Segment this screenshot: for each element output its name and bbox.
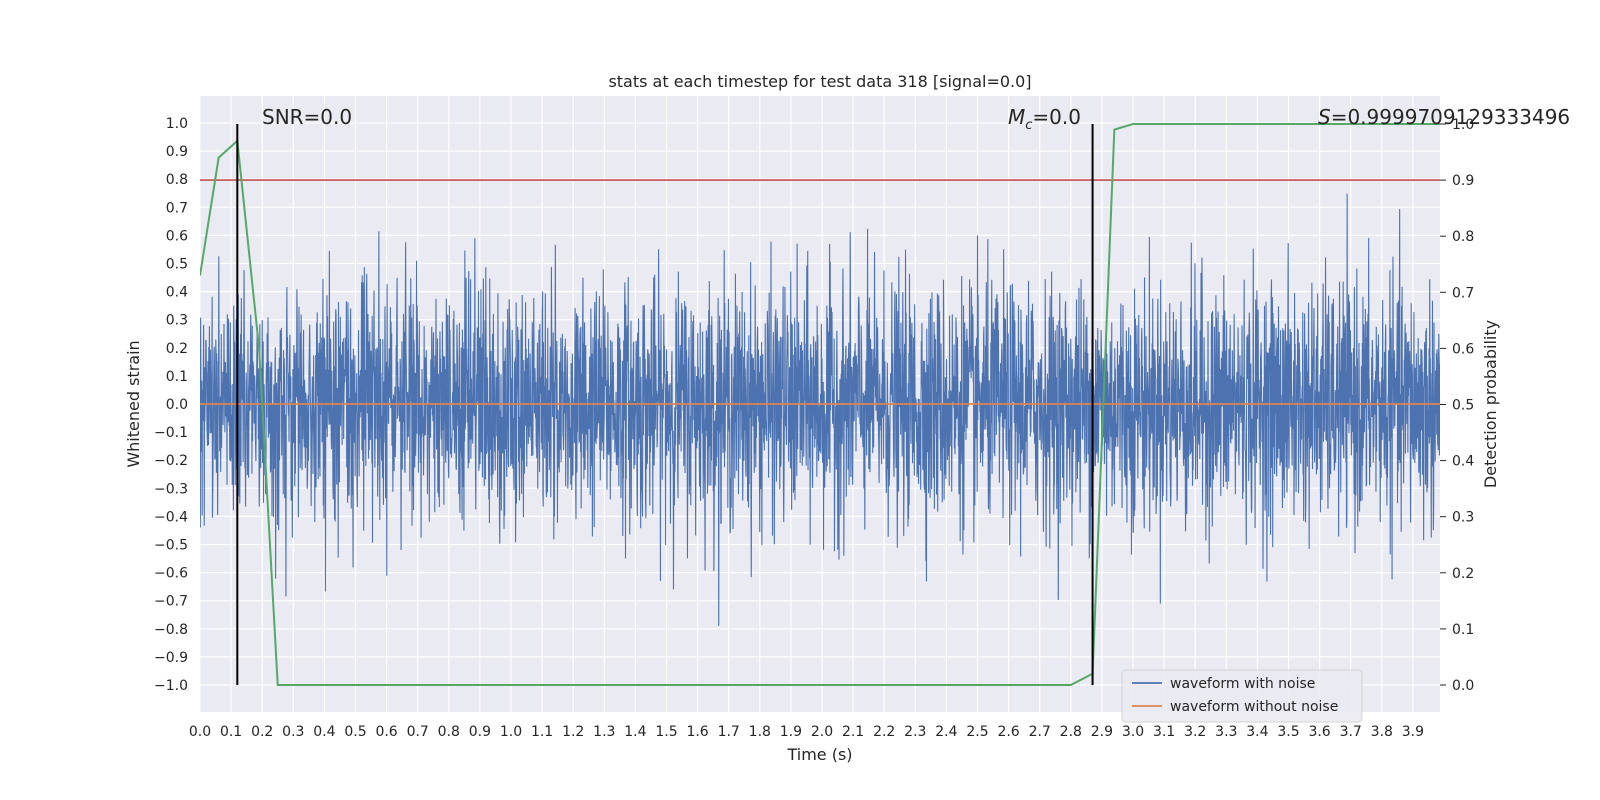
y2-tick-label: 0.2 <box>1452 566 1474 582</box>
s-symbol: S <box>1318 105 1331 129</box>
y-tick-label: −0.6 <box>154 566 188 582</box>
detection-probability-line <box>200 123 1440 686</box>
y-tick-label: −0.9 <box>154 650 188 666</box>
plot-area <box>200 123 1440 686</box>
s-annotation: S=0.9999709129333496 <box>1318 105 1570 129</box>
x-tick-label: 1.5 <box>655 724 677 740</box>
mc-value: =0.0 <box>1032 105 1081 129</box>
y-tick-label: −0.2 <box>154 453 188 469</box>
x-tick-label: 2.8 <box>1060 724 1082 740</box>
x-tick-label: 0.2 <box>251 724 273 740</box>
y2-tick-label: 0.4 <box>1452 454 1474 470</box>
y-tick-label: 0.5 <box>166 257 188 273</box>
x-tick-label: 2.1 <box>842 724 864 740</box>
legend: waveform with noise waveform without noi… <box>1121 669 1363 723</box>
y-tick-label: −0.7 <box>154 594 188 610</box>
y-tick-label: −0.4 <box>154 509 188 525</box>
y2-tick-label: 0.0 <box>1452 678 1474 694</box>
y-tick-label: −0.5 <box>154 538 188 554</box>
x-tick-label: 0.9 <box>469 724 491 740</box>
legend-label-without-noise: waveform without noise <box>1170 699 1338 715</box>
x-tick-label: 3.4 <box>1246 724 1268 740</box>
x-axis-label: Time (s) <box>786 745 852 764</box>
y-tick-label: 0.2 <box>166 341 188 357</box>
y2-tick-label: 0.3 <box>1452 510 1474 526</box>
y-tick-labels: 1.0 0.9 0.8 0.7 0.6 0.5 0.4 0.3 0.2 0.1 0.0 −0.1 −0.… <box>154 116 188 694</box>
x-tick-label: 3.1 <box>1153 724 1175 740</box>
y2-tick-labels: 1.0 0.9 0.8 0.7 0.6 0.5 0.4 0.3 0.2 0.1 0.0 <box>1440 117 1474 694</box>
y-tick-label: 0.7 <box>166 200 188 216</box>
x-tick-label: 1.3 <box>593 724 615 740</box>
y2-tick-label: 0.1 <box>1452 622 1474 638</box>
x-tick-label: 1.9 <box>780 724 802 740</box>
x-tick-label: 2.5 <box>966 724 988 740</box>
mc-annotation: Mc=0.0 <box>1008 105 1081 133</box>
x-tick-label: 2.9 <box>1091 724 1113 740</box>
s-value: =0.9999709129333496 <box>1331 105 1570 129</box>
x-tick-label: 1.6 <box>686 724 708 740</box>
x-tick-label: 3.6 <box>1308 724 1330 740</box>
x-tick-label: 1.4 <box>624 724 646 740</box>
x-tick-label: 0.0 <box>189 724 211 740</box>
y-tick-label: 1.0 <box>166 116 188 132</box>
y2-tick-label: 1.0 <box>1452 117 1474 133</box>
y-tick-label: −0.1 <box>154 425 188 441</box>
y-tick-label: −0.8 <box>154 622 188 638</box>
x-tick-label: 0.5 <box>344 724 366 740</box>
x-tick-label: 1.8 <box>749 724 771 740</box>
x-tick-label: 2.2 <box>873 724 895 740</box>
y-tick-label: 0.4 <box>166 285 188 301</box>
y-tick-label: −0.3 <box>154 481 188 497</box>
x-tick-label: 1.7 <box>718 724 740 740</box>
x-tick-label: 0.4 <box>313 724 335 740</box>
x-tick-labels: 0.0 0.1 0.2 0.3 0.4 0.5 0.6 0.7 0.8 0.9 1.0 1.1 1.2 1… <box>189 724 1424 740</box>
x-tick-label: 1.1 <box>531 724 553 740</box>
x-tick-label: 2.4 <box>935 724 957 740</box>
x-tick-label: 3.3 <box>1215 724 1237 740</box>
y-tick-label: 0.6 <box>166 228 188 244</box>
y-tick-label: 0.8 <box>166 172 188 188</box>
x-tick-label: 3.0 <box>1122 724 1144 740</box>
mc-subscript: c <box>1025 118 1032 133</box>
legend-box <box>1121 669 1363 723</box>
x-tick-label: 0.7 <box>407 724 429 740</box>
x-tick-label: 1.2 <box>562 724 584 740</box>
waveform-with-noise-line <box>200 193 1440 626</box>
legend-label-with-noise: waveform with noise <box>1170 676 1315 692</box>
x-tick-label: 1.0 <box>500 724 522 740</box>
y-tick-label: 0.9 <box>166 144 188 160</box>
x-tick-label: 3.7 <box>1340 724 1362 740</box>
chart-title: stats at each timestep for test data 318… <box>608 72 1031 91</box>
x-tick-label: 0.1 <box>220 724 242 740</box>
y-tick-label: 0.1 <box>166 369 188 385</box>
x-tick-label: 3.5 <box>1277 724 1299 740</box>
y-axis-label: Whitened strain <box>124 340 143 467</box>
y2-tick-label: 0.9 <box>1452 173 1474 189</box>
x-tick-label: 2.3 <box>904 724 926 740</box>
x-tick-label: 3.2 <box>1184 724 1206 740</box>
y-tick-label: 0.3 <box>166 313 188 329</box>
y-tick-label: −1.0 <box>154 678 188 694</box>
x-tick-label: 3.9 <box>1402 724 1424 740</box>
y2-tick-label: 0.5 <box>1452 398 1474 414</box>
snr-annotation: SNR=0.0 <box>262 105 352 129</box>
x-tick-label: 0.3 <box>282 724 304 740</box>
x-tick-label: 3.8 <box>1371 724 1393 740</box>
x-tick-label: 0.6 <box>375 724 397 740</box>
x-tick-label: 0.8 <box>438 724 460 740</box>
x-tick-label: 2.0 <box>811 724 833 740</box>
x-tick-label: 2.6 <box>997 724 1019 740</box>
y2-tick-label: 0.7 <box>1452 285 1474 301</box>
y2-axis-label: Detection probability <box>1481 320 1500 488</box>
mc-symbol: M <box>1008 105 1025 129</box>
y-tick-label: 0.0 <box>166 397 188 413</box>
x-tick-label: 2.7 <box>1029 724 1051 740</box>
y2-tick-label: 0.6 <box>1452 341 1474 357</box>
y2-tick-label: 0.8 <box>1452 229 1474 245</box>
